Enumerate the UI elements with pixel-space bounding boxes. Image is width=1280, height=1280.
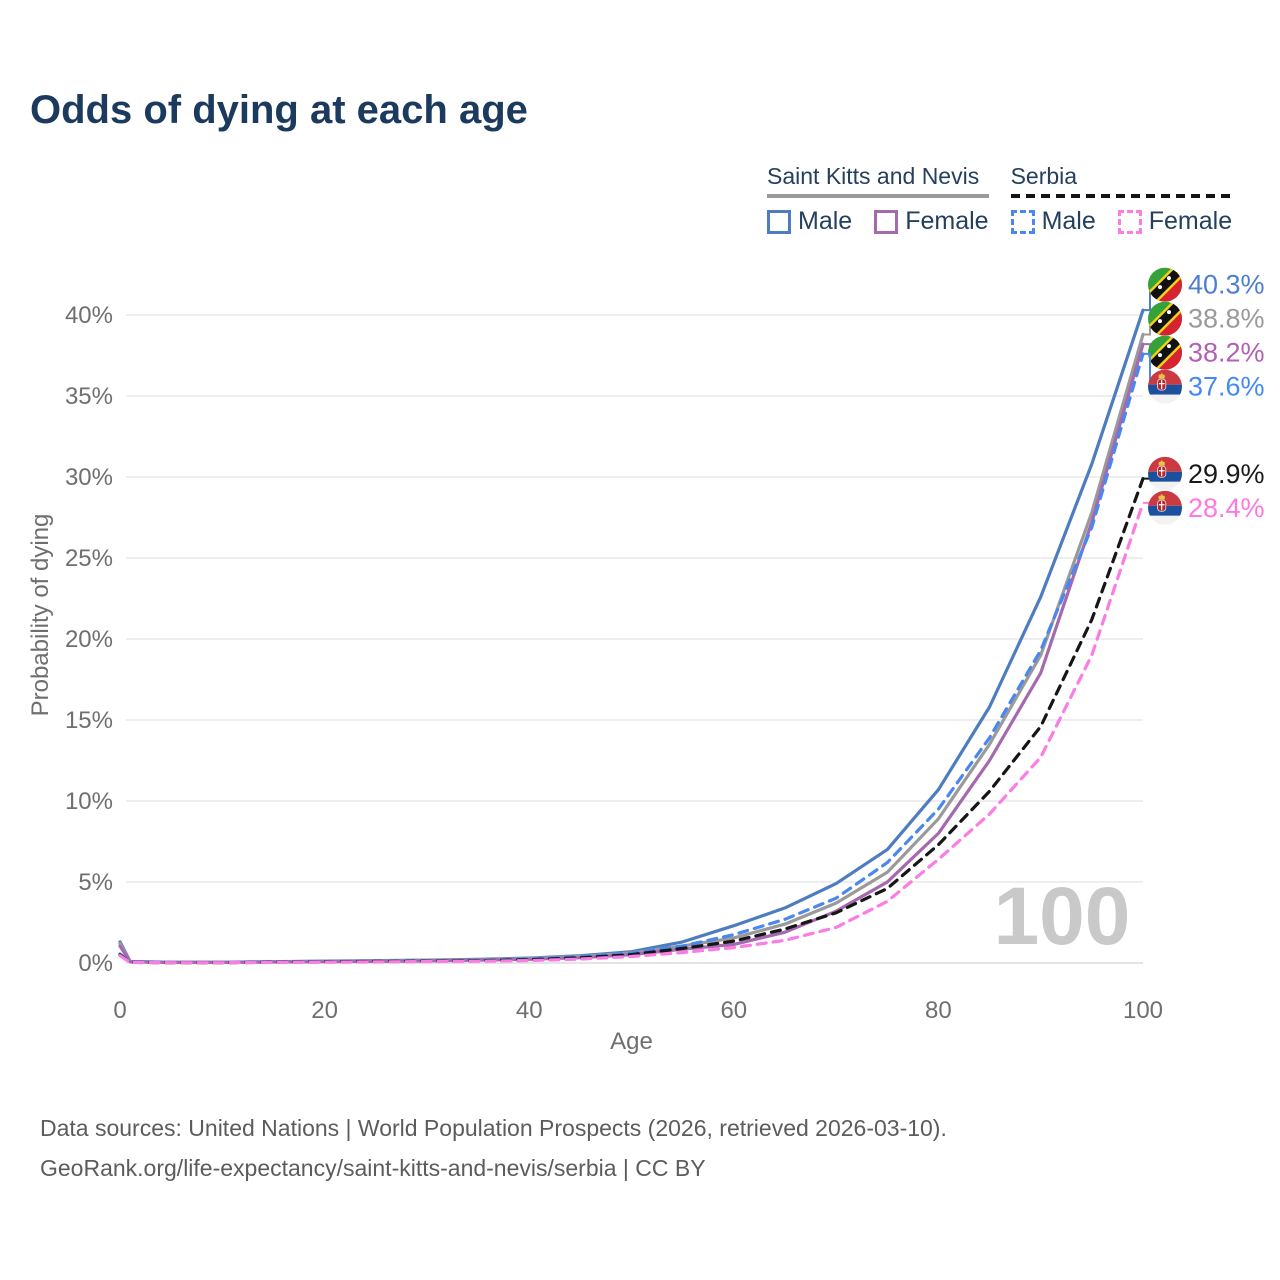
age-watermark: 100 <box>994 871 1131 962</box>
y-axis-title: Probability of dying <box>27 514 54 717</box>
legend-item-label: Male <box>798 207 853 235</box>
legend: Saint Kitts and Nevis Male Female Serbia <box>767 163 1233 236</box>
end-value-label: 29.9% <box>1188 459 1265 489</box>
end-value-label: 28.4% <box>1188 493 1265 523</box>
x-axis-title: Age <box>610 1028 653 1055</box>
serbia-male-swatch-icon <box>1010 209 1035 234</box>
serbia-female-swatch-icon <box>1117 209 1142 234</box>
footer: Data sources: United Nations | World Pop… <box>40 1108 947 1188</box>
serbia-flag-icon <box>1148 457 1182 491</box>
series-line-serbia-male[interactable] <box>118 352 1145 965</box>
legend-item-label: Female <box>1148 207 1233 235</box>
end-value-label: 38.2% <box>1188 338 1265 368</box>
y-tick-label: 25% <box>65 545 113 572</box>
x-tick-label: 0 <box>113 997 126 1024</box>
legend-item-serbia-male[interactable]: Male <box>1010 207 1096 236</box>
y-tick-label: 15% <box>65 707 113 734</box>
y-tick-label: 0% <box>78 950 113 977</box>
y-tick-label: 30% <box>65 464 113 491</box>
end-value-label: 38.8% <box>1188 304 1265 334</box>
data-source-line: Data sources: United Nations | World Pop… <box>40 1115 947 1141</box>
series-line-saint-kitts-and-nevis-male[interactable] <box>118 308 1145 964</box>
serbia-flag-icon <box>1148 491 1182 525</box>
series-line-saint-kitts-and-nevis-both-sexes[interactable] <box>118 332 1145 965</box>
legend-underline-solid <box>767 194 989 198</box>
x-tick-label: 80 <box>925 997 952 1024</box>
serbia-flag-icon <box>1148 370 1182 404</box>
legend-item-skn-female[interactable]: Female <box>874 207 989 236</box>
x-tick-label: 100 <box>1123 997 1163 1024</box>
legend-country-name: Serbia <box>1010 163 1078 189</box>
skn-female-swatch-icon <box>874 209 899 234</box>
legend-item-skn-male[interactable]: Male <box>767 207 852 236</box>
legend-group-serbia: Serbia Male Female <box>1010 163 1233 236</box>
legend-item-label: Male <box>1041 207 1096 235</box>
chart-title: Odds of dying at each age <box>30 88 528 132</box>
series-line-saint-kitts-and-nevis-female[interactable] <box>118 342 1145 965</box>
end-value-label: 37.6% <box>1188 372 1265 402</box>
legend-item-label: Female <box>905 207 989 235</box>
attribution-line: GeoRank.org/life-expectancy/saint-kitts-… <box>40 1155 706 1181</box>
legend-underline-dashed <box>1010 194 1233 198</box>
y-tick-label: 35% <box>65 383 113 410</box>
legend-country-name: Saint Kitts and Nevis <box>767 163 980 189</box>
x-tick-label: 40 <box>516 997 543 1024</box>
y-tick-label: 40% <box>65 302 113 329</box>
x-tick-label: 60 <box>720 997 747 1024</box>
x-tick-label: 20 <box>311 997 338 1024</box>
legend-item-serbia-female[interactable]: Female <box>1117 207 1233 236</box>
series-line-serbia-female[interactable] <box>118 501 1145 965</box>
y-tick-label: 10% <box>65 788 113 815</box>
legend-group-saint-kitts-and-nevis: Saint Kitts and Nevis Male Female <box>767 163 989 236</box>
y-tick-label: 20% <box>65 626 113 653</box>
end-value-label: 40.3% <box>1188 270 1265 300</box>
y-tick-label: 5% <box>78 869 113 896</box>
skn-male-swatch-icon <box>767 209 791 234</box>
